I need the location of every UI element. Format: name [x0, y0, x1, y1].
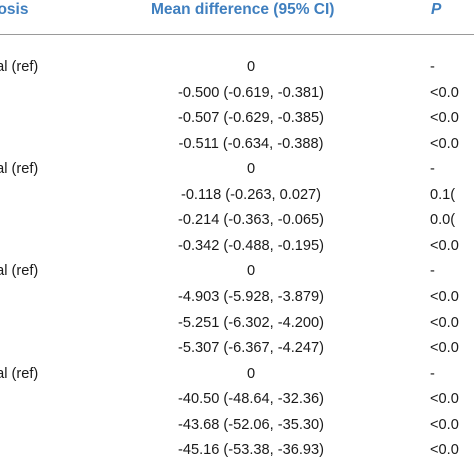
table-row: S-4.903 (-5.928, -3.879)<0.0 — [0, 289, 474, 315]
p-value-cell: 0.0( — [430, 212, 456, 229]
table-row: S-0.500 (-0.619, -0.381)<0.0 — [0, 85, 474, 111]
table-header: nosis Mean difference (95% CI) P — [0, 0, 474, 24]
p-value-cell: <0.0 — [430, 340, 459, 357]
mean-difference-cell: -0.118 (-0.263, 0.027) — [180, 186, 322, 203]
diagnosis-cell: nal (ref) — [0, 59, 39, 75]
p-value-cell: - — [430, 263, 435, 280]
p-value-cell: - — [430, 59, 435, 75]
p-value-cell: 0.1( — [430, 186, 456, 203]
table-row: G-45.16 (-53.38, -36.93)<0.0 — [0, 442, 474, 468]
table-row: -43.68 (-52.06, -35.30) <0.0 — [0, 417, 474, 443]
p-value-cell: - — [430, 365, 435, 382]
mean-difference-cell: -4.903 (-5.928, -3.879) — [177, 288, 325, 305]
p-value-cell: <0.0 — [430, 84, 459, 101]
table-row: G-0.342 (-0.488, -0.195)<0.0 — [0, 238, 474, 264]
table-row: G-5.307 (-6.367, -4.247)<0.0 — [0, 340, 474, 366]
mean-difference-cell: -43.68 (-52.06, -35.30) — [177, 416, 325, 433]
mean-difference-cell: 0 — [246, 161, 256, 178]
p-value-cell: <0.0 — [430, 314, 459, 331]
table-row: G-0.511 (-0.634, -0.388)<0.0 — [0, 136, 474, 162]
table-row: -5.251 (-6.302, -4.200) <0.0 — [0, 315, 474, 341]
header-divider — [0, 34, 474, 35]
p-value-cell: <0.0 — [430, 416, 459, 433]
mean-difference-cell: -0.507 (-0.629, -0.385) — [177, 110, 325, 127]
mean-difference-cell: -40.50 (-48.64, -32.36) — [177, 391, 325, 408]
table-row: S-40.50 (-48.64, -32.36)<0.0 — [0, 391, 474, 417]
p-value-cell: <0.0 — [430, 135, 459, 152]
diagnosis-cell: nal (ref) — [0, 365, 39, 382]
table-row: -0.214 (-0.363, -0.065) 0.0( — [0, 212, 474, 238]
p-value-cell: <0.0 — [430, 110, 459, 127]
mean-difference-cell: -45.16 (-53.38, -36.93) — [177, 442, 325, 459]
diagnosis-cell: nal (ref) — [0, 263, 39, 280]
column-header-diagnosis: nosis — [0, 1, 29, 18]
mean-difference-cell: 0 — [246, 365, 256, 382]
mean-difference-cell: -0.214 (-0.363, -0.065) — [177, 212, 325, 229]
p-value-cell: - — [430, 161, 435, 178]
table-row: nal (ref) 0 - — [0, 161, 474, 187]
mean-difference-cell: -5.307 (-6.367, -4.247) — [177, 340, 325, 357]
p-value-cell: <0.0 — [430, 237, 459, 254]
diagnosis-cell: nal (ref) — [0, 161, 39, 178]
mean-difference-cell: -0.342 (-0.488, -0.195) — [177, 237, 325, 254]
table-row: S-0.118 (-0.263, 0.027)0.1( — [0, 187, 474, 213]
mean-difference-cell: -0.511 (-0.634, -0.388) — [178, 135, 324, 152]
mean-difference-cell: -5.251 (-6.302, -4.200) — [177, 314, 325, 331]
table-row: -0.507 (-0.629, -0.385) <0.0 — [0, 110, 474, 136]
mean-difference-cell: -0.500 (-0.619, -0.381) — [177, 84, 325, 101]
p-value-cell: <0.0 — [430, 288, 459, 305]
table-row: nal (ref) 0 - — [0, 263, 474, 289]
mean-difference-cell: 0 — [246, 263, 256, 280]
p-value-cell: <0.0 — [430, 442, 459, 459]
p-value-cell: <0.0 — [430, 391, 459, 408]
column-header-p-value: P — [431, 1, 442, 18]
table-row: nal (ref) 0 - — [0, 59, 474, 85]
column-header-mean-difference: Mean difference (95% CI) — [151, 1, 335, 18]
mean-difference-cell: 0 — [246, 59, 256, 75]
table-row: nal (ref) 0 - — [0, 366, 474, 392]
